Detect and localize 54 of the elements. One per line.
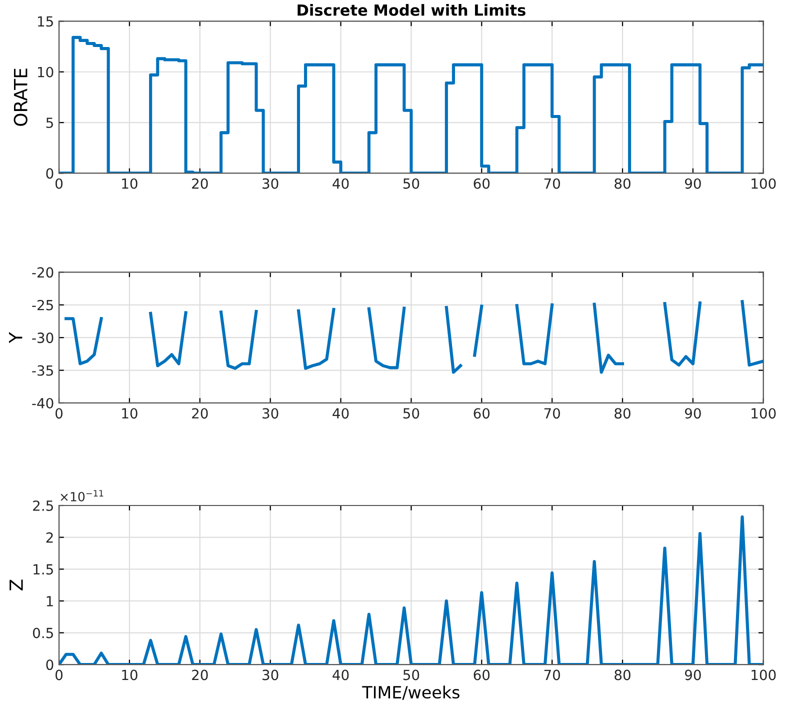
x-tick-label: 80 bbox=[614, 670, 630, 680]
x-tick-label: 10 bbox=[122, 178, 138, 189]
x-tick-label: 20 bbox=[192, 408, 208, 419]
x-tick-label: 100 bbox=[752, 408, 776, 419]
x-tick-label: 20 bbox=[192, 670, 208, 680]
x-tick-label: 60 bbox=[474, 670, 490, 680]
x-tick-label: 10 bbox=[122, 408, 138, 419]
y-axis-title: ORATE bbox=[14, 68, 28, 126]
y-tick-label: 0.5 bbox=[32, 628, 53, 638]
y-tick-label: -25 bbox=[32, 300, 53, 310]
x-tick-label: 100 bbox=[752, 178, 776, 189]
x-tick-label: 10 bbox=[122, 670, 138, 680]
x-axis-title: TIME/weeks bbox=[362, 686, 460, 700]
x-tick-label: 80 bbox=[614, 408, 630, 419]
x-tick-label: 30 bbox=[262, 408, 278, 419]
x-tick-label: 70 bbox=[544, 670, 560, 680]
text: ×10$^{−11}$ bbox=[60, 490, 104, 502]
y-tick-label: 2.5 bbox=[33, 500, 53, 511]
x-tick-label: 90 bbox=[684, 408, 701, 419]
x-tick-label: 80 bbox=[614, 178, 630, 189]
x-tick-label: 60 bbox=[474, 178, 490, 189]
y-tick-label: -30 bbox=[32, 332, 54, 344]
x-tick-label: 100 bbox=[752, 670, 776, 680]
y-tick-label: 0 bbox=[46, 168, 54, 179]
x-tick-label: 60 bbox=[474, 408, 490, 419]
y-tick-label: 0 bbox=[46, 660, 54, 670]
x-tick-label: 70 bbox=[544, 178, 560, 189]
x-tick-label: 50 bbox=[403, 670, 420, 680]
y-tick-label: -20 bbox=[32, 267, 54, 278]
x-tick-label: 30 bbox=[262, 178, 278, 189]
y-axis-title: Y bbox=[9, 332, 22, 344]
y-tick-label: 2 bbox=[46, 532, 53, 543]
x-tick-label: 50 bbox=[403, 408, 420, 419]
y-tick-label: 10 bbox=[38, 66, 54, 78]
x-tick-label: 90 bbox=[684, 178, 701, 189]
y-axis-title: Z bbox=[10, 580, 23, 590]
x-tick-label: 90 bbox=[684, 670, 701, 680]
x-tick-label: 40 bbox=[332, 670, 349, 680]
x-tick-label: 50 bbox=[403, 178, 420, 189]
x-tick-label: 0 bbox=[56, 408, 63, 419]
x-tick-label: 40 bbox=[332, 408, 349, 419]
y-tick-label: -35 bbox=[32, 365, 53, 376]
y-tick-label: 15 bbox=[38, 16, 53, 27]
y-tick-label: 5 bbox=[46, 118, 53, 128]
x-tick-label: 20 bbox=[192, 178, 208, 189]
chart-title: Discrete Model with Limits bbox=[298, 4, 526, 16]
y-tick-label: -40 bbox=[32, 398, 54, 408]
x-tick-label: 30 bbox=[262, 670, 278, 680]
x-tick-label: 0 bbox=[56, 178, 63, 189]
x-tick-label: 0 bbox=[56, 670, 63, 680]
x-tick-label: 40 bbox=[332, 178, 349, 189]
y-tick-label: 1 bbox=[46, 596, 53, 606]
x-tick-label: 70 bbox=[544, 408, 560, 419]
y-tick-label: 1.5 bbox=[34, 564, 53, 575]
